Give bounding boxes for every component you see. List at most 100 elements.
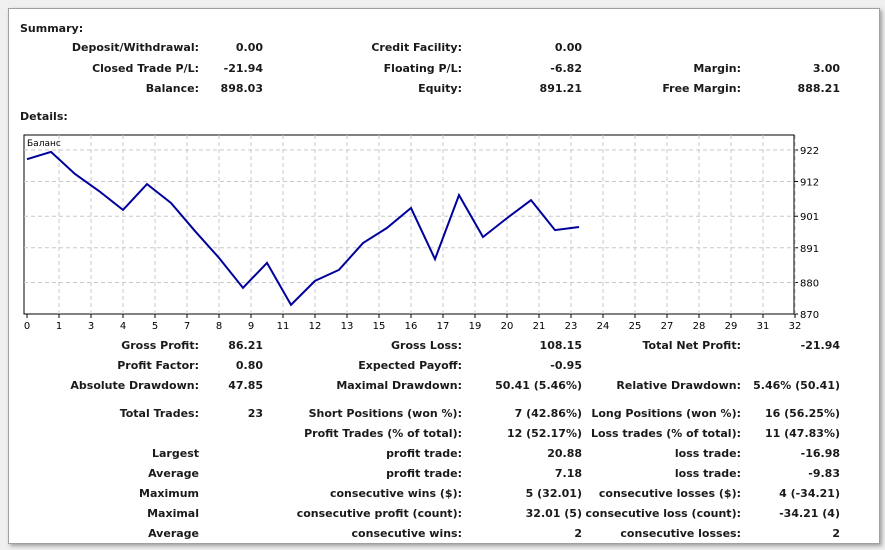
x-tick-label: 9 [248, 321, 254, 329]
y-tick-label: 891 [800, 244, 819, 255]
value-2: 891.21 [539, 82, 582, 95]
label-2: profit trade: [386, 447, 462, 460]
value-3: 16 (56.25%) [764, 407, 840, 420]
details-row: Maximum consecutive wins ($): 5 (32.01) con… [9, 487, 879, 501]
value-3: -34.21 (4) [779, 507, 840, 520]
label-3: Free Margin: [662, 82, 741, 95]
label-2: profit trade: [386, 467, 462, 480]
value-1: 47.85 [228, 379, 263, 392]
value-1: -21.94 [223, 62, 263, 75]
x-tick-label: 27 [661, 321, 674, 329]
y-tick-label: 922 [800, 146, 819, 157]
value-1: 23 [247, 407, 263, 420]
label-3: consecutive loss (count): [585, 507, 741, 520]
value-2: 5 (32.01) [525, 487, 582, 500]
details-row: Absolute Drawdown: 47.85 Maximal Drawdown:… [9, 379, 879, 393]
label-2: consecutive profit (count): [296, 507, 462, 520]
y-tick-label: 880 [800, 278, 819, 289]
label-1: Absolute Drawdown: [70, 379, 199, 392]
legend-label: Баланс [27, 139, 61, 149]
details-row: Largest profit trade: 20.88 loss trade: -16.… [9, 447, 879, 461]
label-1: Average [148, 527, 199, 540]
x-tick-label: 20 [501, 321, 514, 329]
summary-row: Deposit/Withdrawal: 0.00 Credit Facility: 0… [9, 41, 879, 55]
value-3: 2 [832, 527, 840, 540]
value-2: -6.82 [550, 62, 582, 75]
x-tick-label: 31 [757, 321, 770, 329]
label-2: consecutive wins ($): [329, 487, 462, 500]
details-row: Profit Trades (% of total): 12 (52.17%) Lo… [9, 427, 879, 441]
x-tick-label: 16 [405, 321, 418, 329]
details-heading: Details: [20, 110, 68, 123]
x-tick-label: 25 [629, 321, 642, 329]
value-3: -9.83 [808, 467, 840, 480]
label-3: consecutive losses ($): [598, 487, 741, 500]
label-3: Loss trades (% of total): [590, 427, 741, 440]
value-3: -16.98 [800, 447, 840, 460]
x-tick-label: 21 [533, 321, 546, 329]
value-1: 0.00 [235, 41, 263, 54]
y-tick-label: 901 [800, 212, 819, 223]
x-tick-label: 0 [24, 321, 30, 329]
y-tick-label: 912 [800, 178, 819, 189]
x-tick-label: 11 [277, 321, 290, 329]
x-tick-label: 19 [469, 321, 482, 329]
label-2: Profit Trades (% of total): [304, 427, 462, 440]
details-row: Total Trades: 23 Short Positions (won %): 7… [9, 407, 879, 421]
value-2: -0.95 [550, 359, 582, 372]
x-tick-label: 8 [216, 321, 222, 329]
value-2: 50.41 (5.46%) [495, 379, 582, 392]
label-2: consecutive wins: [351, 527, 462, 540]
label-1: Gross Profit: [121, 339, 199, 352]
x-tick-label: 12 [309, 321, 322, 329]
label-2: Expected Payoff: [358, 359, 462, 372]
summary-heading: Summary: [20, 22, 84, 35]
x-tick-label: 15 [373, 321, 386, 329]
details-row: Average consecutive wins: 2 consecutive los… [9, 527, 879, 541]
x-tick-label: 23 [565, 321, 578, 329]
x-tick-label: 17 [437, 321, 450, 329]
value-2: 12 (52.17%) [506, 427, 582, 440]
x-tick-label: 29 [725, 321, 738, 329]
value-3: 888.21 [797, 82, 840, 95]
label-1: Profit Factor: [117, 359, 199, 372]
y-tick-label: 870 [800, 310, 819, 321]
value-1: 0.80 [235, 359, 263, 372]
value-3: 3.00 [812, 62, 840, 75]
value-2: 2 [574, 527, 582, 540]
label-2: Floating P/L: [383, 62, 462, 75]
label-3: Long Positions (won %): [591, 407, 741, 420]
label-3: consecutive losses: [620, 527, 741, 540]
label-2: Credit Facility: [371, 41, 462, 54]
label-3: loss trade: [674, 467, 741, 480]
label-2: Short Positions (won %): [308, 407, 462, 420]
label-3: Relative Drawdown: [616, 379, 741, 392]
summary-row: Balance: 898.03 Equity: 891.21 Free Margin: 8… [9, 82, 879, 96]
x-tick-label: 5 [152, 321, 158, 329]
label-2: Equity: [418, 82, 462, 95]
label-3: loss trade: [674, 447, 741, 460]
report-panel: Summary: Deposit/Withdrawal: 0.00 Credit F… [8, 8, 880, 544]
label-1: Maximum [139, 487, 199, 500]
label-1: Deposit/Withdrawal: [71, 41, 199, 54]
label-3: Total Net Profit: [642, 339, 742, 352]
x-tick-label: 7 [184, 321, 190, 329]
x-tick-label: 32 [789, 321, 802, 329]
value-2: 0.00 [554, 41, 582, 54]
details-row: Gross Profit: 86.21 Gross Loss: 108.15 Total… [9, 339, 879, 353]
x-tick-label: 28 [693, 321, 706, 329]
label-1: Largest [152, 447, 199, 460]
x-tick-label: 13 [341, 321, 354, 329]
value-3: 5.46% (50.41) [753, 379, 840, 392]
value-2: 20.88 [547, 447, 582, 460]
label-3: Margin: [693, 62, 741, 75]
value-1: 898.03 [220, 82, 263, 95]
label-1: Average [148, 467, 199, 480]
value-2: 7.18 [554, 467, 582, 480]
value-2: 108.15 [539, 339, 582, 352]
value-3: -21.94 [800, 339, 840, 352]
label-1: Total Trades: [119, 407, 199, 420]
label-2: Gross Loss: [391, 339, 462, 352]
details-row: Profit Factor: 0.80 Expected Payoff: -0.95 [9, 359, 879, 373]
